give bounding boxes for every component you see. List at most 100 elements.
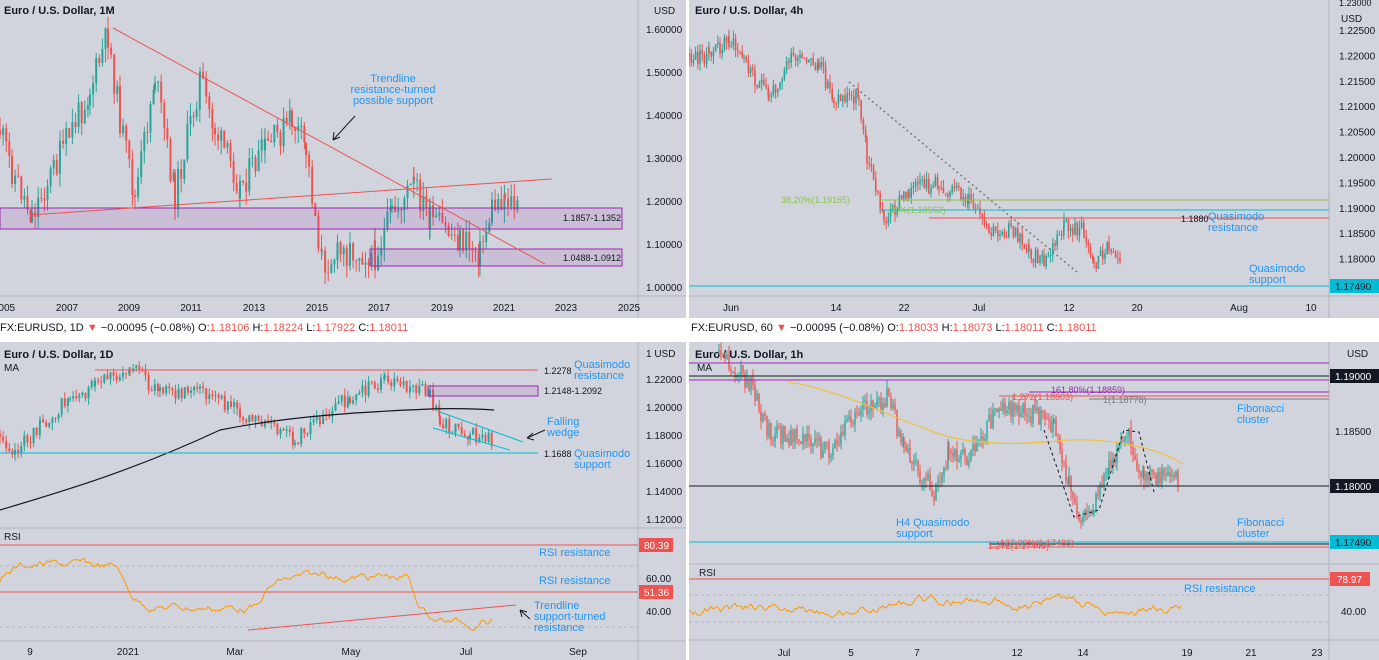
candle-body	[482, 241, 485, 243]
candle-body	[758, 83, 761, 88]
candle-body	[163, 102, 166, 128]
qm-resistance-label-1: Quasimodo	[1208, 211, 1264, 223]
qm-support-label-2: support	[1249, 274, 1286, 286]
candle-body	[74, 122, 77, 127]
rsi-trendline[interactable]	[247, 604, 517, 631]
candle-body	[954, 449, 956, 457]
trendline-up[interactable]	[29, 178, 553, 216]
candle-body	[794, 55, 797, 61]
candle-body	[827, 81, 829, 89]
trendline-down[interactable]	[112, 27, 546, 265]
daily-chart[interactable]: Euro / U.S. Dollar, 1D MA 1 USD 1.2278 Q…	[0, 342, 686, 660]
candle-body	[1001, 231, 1003, 235]
candle-body	[29, 209, 32, 223]
candle-body	[797, 57, 799, 61]
candle-body	[1049, 254, 1052, 256]
candle-body	[118, 377, 121, 381]
candle-body	[868, 163, 870, 165]
candle-body	[32, 427, 35, 443]
candle-body	[1052, 422, 1054, 433]
candle-body	[1063, 227, 1065, 236]
candle-body	[768, 95, 770, 97]
candle-body	[217, 134, 220, 141]
candle-body	[315, 416, 318, 420]
h1-chart[interactable]: Euro / U.S. Dollar, 1h MA USD 1.19000 16…	[689, 342, 1379, 660]
candle-body	[719, 42, 721, 54]
candle-body	[902, 438, 904, 443]
ohlc-change: −0.00095 (−0.08%)	[789, 322, 885, 334]
candle-body	[448, 418, 451, 434]
ma-line	[788, 381, 1184, 465]
candle-body	[149, 103, 152, 133]
candle-body	[217, 395, 220, 399]
candle-body	[1099, 484, 1101, 496]
ohlc-arrow: ▼	[775, 322, 787, 334]
candle-body	[273, 124, 276, 143]
candle-body	[905, 444, 907, 452]
candle-body	[712, 51, 715, 57]
candle-body	[838, 443, 840, 445]
fib-50-label: 50%(1.18962)	[889, 205, 946, 215]
candle-body	[1050, 420, 1052, 433]
rsi-res2-label: RSI resistance	[539, 575, 611, 587]
candle-body	[1142, 470, 1144, 477]
candle-body	[927, 474, 929, 480]
monthly-chart[interactable]: Euro / U.S. Dollar, 1M USD 1.1857-1.1352…	[0, 0, 686, 318]
candle-body	[788, 61, 790, 63]
candle-body	[412, 385, 415, 387]
wedge-upper[interactable]	[439, 411, 524, 443]
candle-body	[229, 143, 232, 161]
candle-body	[980, 436, 982, 440]
candle-body	[460, 426, 463, 435]
candle-body	[334, 403, 337, 411]
candle-body	[54, 418, 57, 420]
candle-body	[724, 355, 726, 359]
candle-body	[121, 372, 124, 378]
candle-body	[941, 474, 943, 483]
chart-panel-monthly[interactable]: Euro / U.S. Dollar, 1M USD 1.1857-1.1352…	[0, 0, 686, 318]
candle-body	[380, 247, 383, 256]
candle-body	[1092, 511, 1094, 515]
candle-body	[812, 443, 814, 447]
candle-body	[781, 79, 783, 83]
candle-body	[257, 150, 260, 172]
h4-chart[interactable]: Euro / U.S. Dollar, 4h USD 1.23000 38.20…	[689, 0, 1379, 318]
candle-body	[1030, 415, 1032, 424]
candle-body	[384, 375, 386, 377]
ohlc-bar: FX:EURUSD, 1D ▼ −0.00095 (−0.08%) O:1.18…	[0, 318, 1379, 342]
candle-body	[419, 179, 422, 212]
candle-body	[463, 434, 466, 437]
zone-upper-label: 1.1857-1.1352	[563, 213, 621, 223]
candle-body	[1025, 248, 1028, 253]
wedge-lower[interactable]	[432, 427, 511, 451]
candle-body	[798, 439, 800, 442]
price-tick: 1.60000	[646, 25, 683, 36]
candle-body	[837, 94, 840, 104]
candle-body	[46, 186, 49, 201]
candle-body	[1028, 415, 1030, 417]
ohlc-c: 1.18011	[369, 322, 409, 334]
rsi-res1-value: 80.39	[644, 541, 669, 552]
candle-body	[409, 184, 412, 186]
candle-body	[454, 423, 457, 434]
rsi-arrow	[519, 609, 531, 620]
candle-body	[516, 200, 519, 211]
candle-body	[432, 389, 435, 410]
candle-body	[144, 370, 147, 375]
chart-panel-1h[interactable]: Euro / U.S. Dollar, 1h MA USD 1.19000 16…	[689, 342, 1379, 660]
candle-body	[183, 159, 186, 179]
chart-panel-daily[interactable]: Euro / U.S. Dollar, 1D MA 1 USD 1.2278 Q…	[0, 342, 686, 660]
price-tick: 1.20000	[646, 197, 683, 208]
candle-body	[84, 392, 87, 399]
candle-body	[72, 396, 75, 399]
level-1749-price: 1.17490	[1335, 538, 1372, 549]
dotted-trendline[interactable]	[848, 81, 1078, 273]
time-tick: 7	[914, 648, 920, 659]
price-tick: 1.50000	[646, 68, 683, 79]
candle-body	[189, 115, 192, 125]
candle-body	[1083, 229, 1085, 237]
candle-body	[1039, 256, 1041, 263]
candle-body	[1116, 448, 1118, 463]
chart-panel-4h[interactable]: Euro / U.S. Dollar, 4h USD 1.23000 38.20…	[689, 0, 1379, 318]
candle-body	[1006, 409, 1008, 413]
